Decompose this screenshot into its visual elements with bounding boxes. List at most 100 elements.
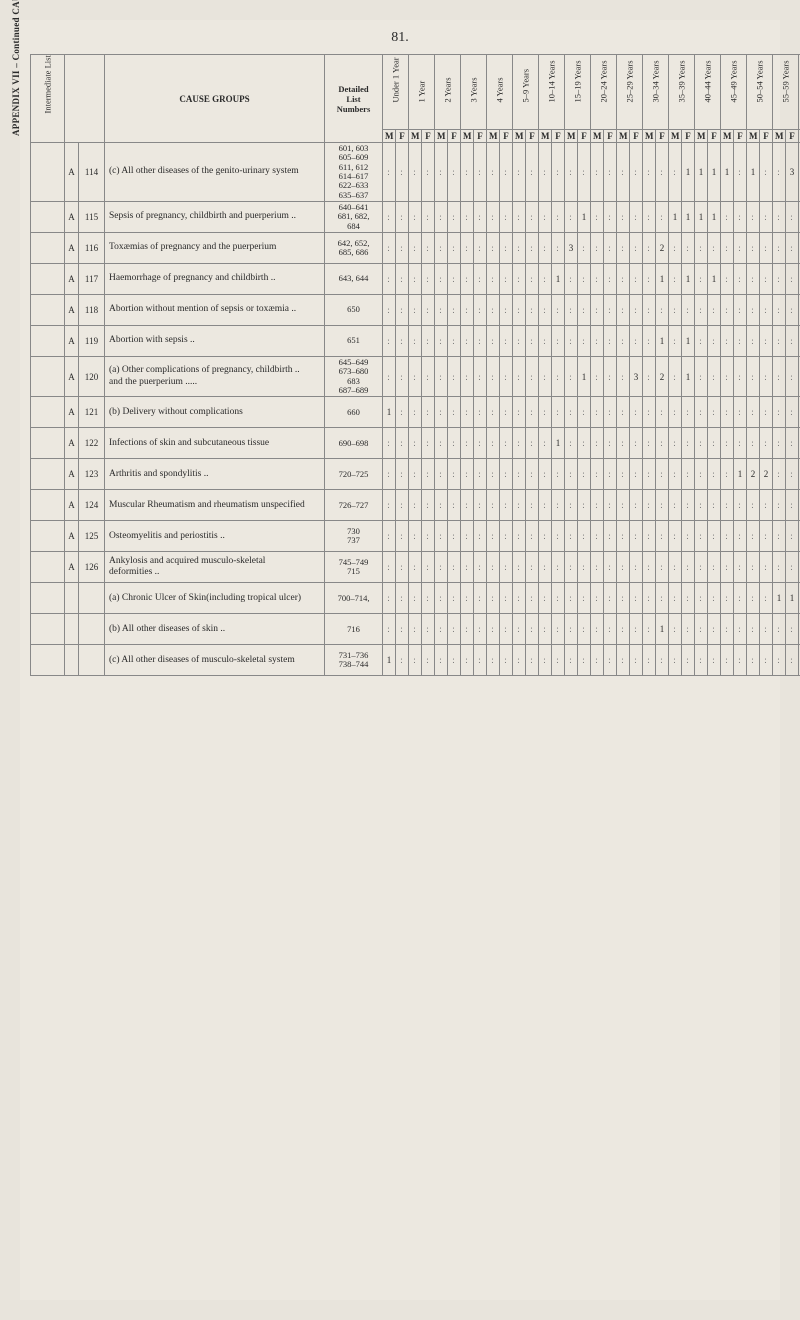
- c: :: [747, 583, 760, 614]
- c: :: [578, 521, 591, 552]
- c: :: [435, 357, 448, 397]
- c: :: [487, 264, 500, 295]
- c: :: [669, 357, 682, 397]
- a-cell: A: [65, 143, 79, 202]
- c: :: [695, 614, 708, 645]
- c: :: [604, 357, 617, 397]
- dl-cell: 716: [325, 614, 383, 645]
- c: :: [565, 397, 578, 428]
- c: :: [422, 490, 435, 521]
- c: :: [513, 583, 526, 614]
- a-cell: A: [65, 326, 79, 357]
- cause-cell: Arthritis and spondylitis ..: [105, 459, 325, 490]
- c: :: [422, 233, 435, 264]
- c: 1: [383, 397, 396, 428]
- c: :: [617, 490, 630, 521]
- c: :: [565, 614, 578, 645]
- c: :: [617, 459, 630, 490]
- c: :: [591, 326, 604, 357]
- c: :: [435, 428, 448, 459]
- c: :: [578, 490, 591, 521]
- c: :: [708, 583, 721, 614]
- table-row: A121(b) Delivery without complications66…: [31, 397, 800, 428]
- c: :: [682, 428, 695, 459]
- c: :: [773, 521, 786, 552]
- c: :: [786, 614, 799, 645]
- table-row: (b) All other diseases of skin ..716::::…: [31, 614, 800, 645]
- c: 1: [721, 143, 734, 202]
- c: :: [773, 233, 786, 264]
- c: :: [630, 521, 643, 552]
- c: :: [760, 397, 773, 428]
- c: :: [435, 295, 448, 326]
- c: :: [643, 521, 656, 552]
- c: :: [617, 521, 630, 552]
- c: :: [669, 233, 682, 264]
- c: 1: [669, 202, 682, 233]
- inter-cell: [31, 295, 65, 326]
- age-9: 25–29 Years: [617, 55, 643, 130]
- c: :: [643, 490, 656, 521]
- c: :: [708, 397, 721, 428]
- c: :: [526, 397, 539, 428]
- age-14: 50–54 Years: [747, 55, 773, 130]
- c: :: [721, 264, 734, 295]
- c: :: [552, 614, 565, 645]
- c: :: [604, 326, 617, 357]
- c: 1: [656, 264, 669, 295]
- c: 1: [786, 583, 799, 614]
- c: 2: [656, 233, 669, 264]
- c: :: [786, 233, 799, 264]
- table-row: (a) Chronic Ulcer of Skin(including trop…: [31, 583, 800, 614]
- c: 1: [682, 264, 695, 295]
- c: :: [643, 583, 656, 614]
- c: :: [500, 202, 513, 233]
- col-a-n: [65, 55, 105, 143]
- c: :: [422, 552, 435, 583]
- c: :: [695, 583, 708, 614]
- c: :: [695, 264, 708, 295]
- c: 3: [786, 143, 799, 202]
- c: :: [721, 295, 734, 326]
- n-cell: 114: [79, 143, 105, 202]
- table-row: A123Arthritis and spondylitis ..720–725:…: [31, 459, 800, 490]
- age-3: 3 Years: [461, 55, 487, 130]
- c: :: [487, 295, 500, 326]
- table-row: A117Haemorrhage of pregnancy and childbi…: [31, 264, 800, 295]
- c: :: [734, 552, 747, 583]
- c: :: [604, 428, 617, 459]
- c: :: [773, 490, 786, 521]
- c: :: [513, 357, 526, 397]
- c: :: [591, 357, 604, 397]
- c: :: [760, 202, 773, 233]
- c: :: [747, 490, 760, 521]
- n-cell: 126: [79, 552, 105, 583]
- c: :: [643, 264, 656, 295]
- h-m: M: [773, 130, 786, 143]
- c: :: [474, 490, 487, 521]
- c: :: [591, 583, 604, 614]
- c: :: [513, 645, 526, 676]
- c: :: [487, 645, 500, 676]
- c: :: [396, 583, 409, 614]
- c: :: [643, 326, 656, 357]
- cause-cell: (a) Chronic Ulcer of Skin(including trop…: [105, 583, 325, 614]
- c: :: [396, 552, 409, 583]
- c: :: [656, 295, 669, 326]
- age-2: 2 Years: [435, 55, 461, 130]
- c: :: [721, 357, 734, 397]
- c: :: [734, 264, 747, 295]
- c: :: [773, 645, 786, 676]
- c: :: [591, 397, 604, 428]
- cause-cell: Sepsis of pregnancy, childbirth and puer…: [105, 202, 325, 233]
- c: :: [383, 428, 396, 459]
- c: :: [643, 143, 656, 202]
- c: :: [773, 143, 786, 202]
- age-10: 30–34 Years: [643, 55, 669, 130]
- c: :: [630, 143, 643, 202]
- c: 1: [383, 645, 396, 676]
- c: :: [734, 202, 747, 233]
- c: :: [474, 428, 487, 459]
- c: :: [773, 295, 786, 326]
- c: 1: [734, 459, 747, 490]
